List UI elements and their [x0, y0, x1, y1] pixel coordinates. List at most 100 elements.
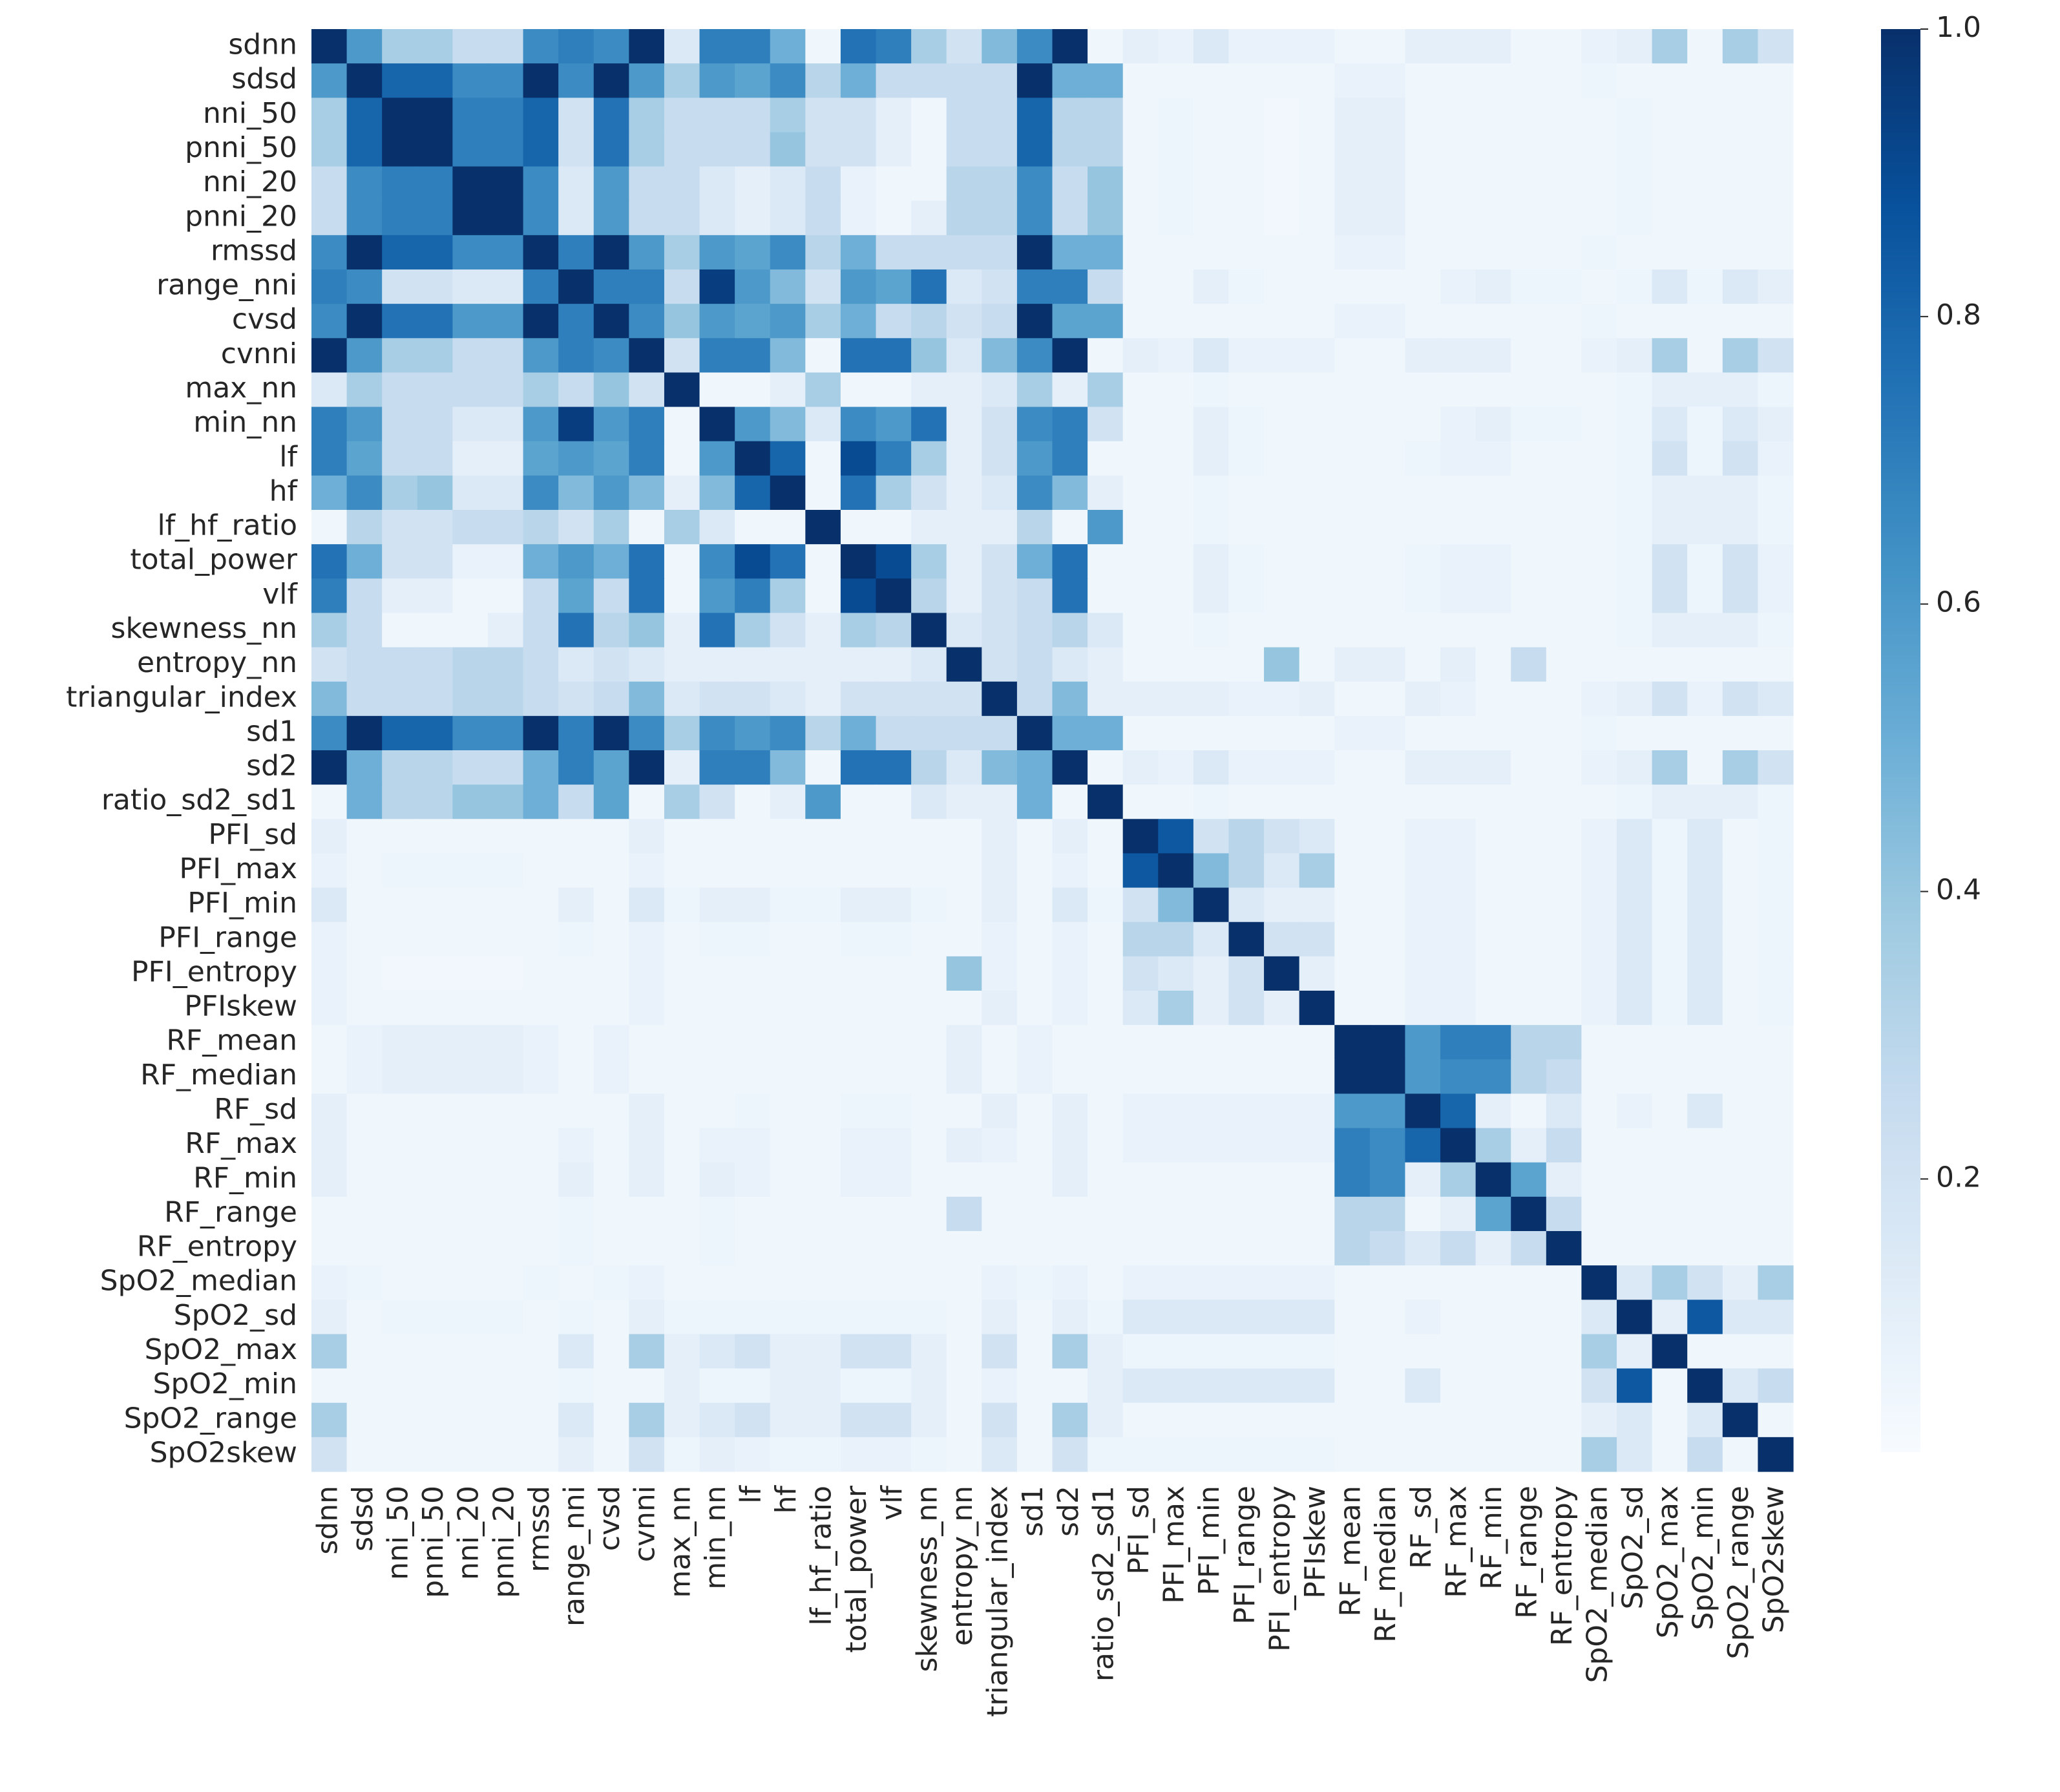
heatmap-cell [629, 304, 665, 339]
heatmap-cell [593, 681, 629, 717]
heatmap-cell [1440, 1265, 1477, 1300]
heatmap-cell [417, 887, 453, 923]
heatmap-cell [1475, 338, 1511, 374]
heatmap-cell [629, 1093, 665, 1129]
heatmap-cell [1264, 819, 1300, 854]
heatmap-cell [382, 372, 418, 408]
heatmap-cell [770, 1196, 806, 1232]
heatmap-cell [452, 785, 489, 819]
heatmap-cell [1369, 304, 1406, 339]
heatmap-cell [1546, 1162, 1582, 1197]
heatmap-cell [1158, 681, 1194, 717]
heatmap-cell [1193, 922, 1230, 957]
heatmap-cell [840, 304, 877, 339]
heatmap-cell [629, 887, 665, 923]
heatmap-cell [840, 1162, 877, 1197]
heatmap-cell [1016, 956, 1053, 991]
heatmap-cell [311, 887, 348, 923]
heatmap-cell [1617, 1093, 1653, 1129]
heatmap-cell [1193, 715, 1230, 751]
heatmap-cell [1687, 613, 1723, 648]
heatmap-cell [770, 750, 806, 785]
heatmap-cell [593, 372, 629, 408]
heatmap-cell [1511, 819, 1547, 854]
x-tick-label: pnni_20 [487, 1486, 520, 1598]
heatmap-cell [1122, 1300, 1159, 1335]
heatmap-cell [1475, 819, 1511, 854]
heatmap-cell [1264, 510, 1300, 545]
heatmap-cell [1264, 372, 1300, 408]
heatmap-cell [1440, 166, 1477, 202]
heatmap-cell [1758, 681, 1794, 717]
heatmap-cell [1299, 613, 1335, 648]
heatmap-cell [840, 1437, 877, 1472]
heatmap-cell [1052, 1025, 1088, 1060]
heatmap-cell [911, 544, 947, 579]
heatmap-cell [311, 200, 348, 236]
heatmap-cell [452, 991, 489, 1026]
x-tick-label: vlf [876, 1485, 909, 1521]
heatmap-cell [1617, 406, 1653, 442]
heatmap-cell [558, 1368, 594, 1404]
colorbar-tick-label: 0.6 [1936, 586, 1981, 619]
heatmap-cell [1687, 1231, 1723, 1266]
heatmap-cell [1440, 63, 1477, 98]
heatmap-cell [1334, 63, 1371, 98]
heatmap-cell [876, 269, 912, 304]
heatmap-cell [1193, 1334, 1230, 1369]
heatmap-cell [1758, 1334, 1794, 1369]
heatmap-cell [1475, 991, 1511, 1026]
heatmap-cell [1440, 1093, 1477, 1129]
heatmap-cell [1546, 1265, 1582, 1300]
heatmap-cell [629, 956, 665, 991]
heatmap-cell [452, 372, 489, 408]
heatmap-cell [629, 922, 665, 957]
heatmap-cell [1228, 338, 1265, 374]
heatmap-cell [1369, 715, 1406, 751]
heatmap-cell [840, 475, 877, 511]
heatmap-cell [629, 1265, 665, 1300]
heatmap-cell [1511, 510, 1547, 545]
heatmap-cell [946, 29, 982, 64]
heatmap-cell [311, 956, 348, 991]
heatmap-cell [770, 1300, 806, 1335]
heatmap-cell [1546, 1196, 1582, 1232]
heatmap-cell [1088, 1437, 1124, 1472]
heatmap-cell [1652, 1025, 1688, 1060]
heatmap-cell [699, 475, 735, 511]
heatmap-cell [1758, 29, 1794, 64]
heatmap-cell [1546, 647, 1582, 682]
heatmap-cell [1722, 1368, 1759, 1404]
heatmap-cell [840, 200, 877, 236]
heatmap-cell [1193, 785, 1230, 819]
heatmap-cell [311, 269, 348, 304]
heatmap-cell [1193, 647, 1230, 682]
y-tick-label: SpO2_max [145, 1333, 297, 1366]
heatmap-cell [946, 63, 982, 98]
heatmap-cell [1193, 441, 1230, 476]
heatmap-cell [876, 750, 912, 785]
heatmap-cell [417, 1059, 453, 1095]
heatmap-cell [1158, 372, 1194, 408]
heatmap-cell [487, 578, 524, 614]
heatmap-cell [664, 29, 700, 64]
heatmap-cell [558, 991, 594, 1026]
heatmap-cell [1016, 406, 1053, 442]
heatmap-cell [1652, 406, 1688, 442]
heatmap-cell [1264, 1059, 1300, 1095]
heatmap-cell [417, 475, 453, 511]
heatmap-cell [1369, 681, 1406, 717]
heatmap-cell [1228, 922, 1265, 957]
heatmap-cell [699, 406, 735, 442]
heatmap-cell [1052, 406, 1088, 442]
heatmap-cell [1193, 304, 1230, 339]
heatmap-cell [1299, 578, 1335, 614]
heatmap-cell [1758, 819, 1794, 854]
heatmap-cell [558, 304, 594, 339]
heatmap-cell [1581, 785, 1617, 819]
heatmap-cell [982, 372, 1018, 408]
x-tick-label: pnni_50 [417, 1486, 450, 1598]
colorbar-tick-label: 0.4 [1936, 874, 1981, 907]
heatmap-cell [1617, 132, 1653, 167]
heatmap-cell [1264, 166, 1300, 202]
